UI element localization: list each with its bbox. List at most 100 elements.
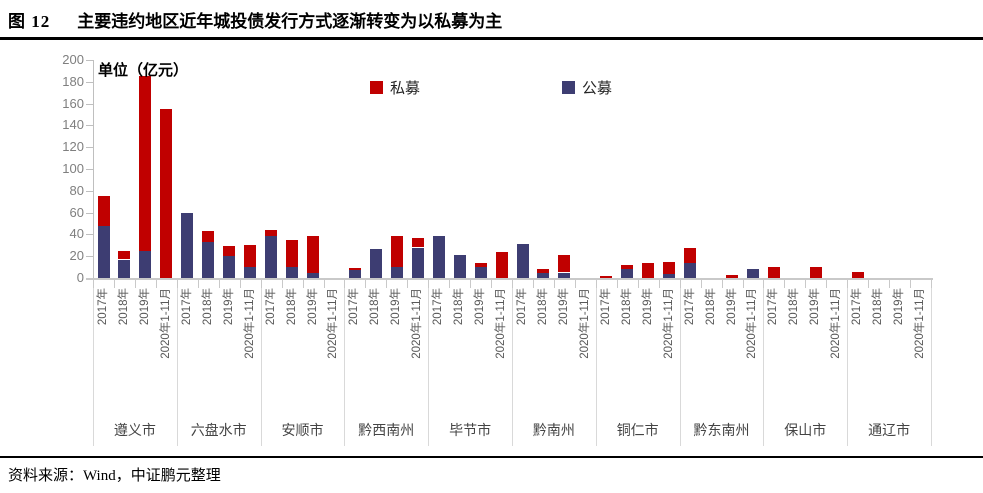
bar-segment-private: [348, 268, 361, 271]
x-axis-year-label: 2018年: [788, 288, 801, 326]
city-label: 保山市: [784, 422, 827, 438]
y-axis-tick-mark: [86, 234, 93, 236]
x-axis-tick-mark: [574, 280, 576, 288]
bar-segment-private: [558, 255, 571, 273]
bar-segment-private: [809, 267, 822, 278]
x-axis-year-label: 2019年: [390, 288, 403, 326]
x-axis-tick-mark: [323, 280, 325, 288]
x-axis-year-label: 2018年: [536, 288, 549, 326]
legend-label-public: 公募: [582, 80, 613, 97]
bar-segment-public: [348, 270, 361, 278]
city-label: 黔东南州: [693, 422, 750, 438]
x-axis-tick-mark: [868, 280, 870, 288]
header-divider: [0, 37, 983, 40]
x-axis-year-label: 2017年: [97, 288, 109, 326]
group-divider: [679, 280, 681, 446]
x-axis-tick-mark: [784, 280, 786, 288]
x-axis-year-label: 2019年: [306, 288, 319, 326]
x-axis-year-label: 2020年1-11月: [662, 288, 675, 359]
legend-label-private: 私募: [390, 80, 421, 97]
x-axis-year-label: 2019年: [809, 288, 822, 326]
group-divider: [344, 280, 346, 446]
bar-segment-public: [411, 247, 424, 278]
group-divider: [931, 280, 932, 446]
bar-segment-public: [265, 235, 278, 278]
x-axis-year-label: 2018年: [453, 288, 466, 326]
x-axis-tick-mark: [134, 280, 136, 288]
group-divider: [595, 280, 597, 446]
bar-segment-public: [97, 225, 110, 278]
y-axis-tick-mark: [86, 190, 93, 192]
bar-segment-public: [223, 256, 236, 278]
x-axis-year-label: 2018年: [704, 288, 717, 326]
city-label: 通辽市: [868, 422, 911, 438]
x-axis-tick-mark: [512, 280, 513, 288]
bar-segment-private: [307, 235, 319, 273]
x-axis-tick-mark: [595, 280, 597, 288]
x-axis-year-label: 2020年1-11月: [830, 288, 843, 359]
bar-segment-public: [181, 212, 194, 278]
bar-segment-private: [767, 267, 780, 278]
x-axis-line: [86, 278, 933, 280]
x-axis-tick-mark: [260, 280, 262, 288]
x-axis-tick-mark: [428, 280, 430, 288]
group-divider: [512, 280, 513, 446]
group-divider: [428, 280, 430, 446]
bar-segment-public: [307, 272, 319, 279]
x-axis-year-label: 2019年: [725, 288, 738, 326]
x-axis-year-label: 2017年: [851, 288, 864, 326]
group-divider: [847, 280, 849, 446]
x-axis-tick-mark: [449, 280, 451, 288]
bar-segment-private: [726, 274, 738, 278]
x-axis-year-label: 2020年1-11月: [243, 288, 256, 359]
x-axis-year-label: 2020年1-11月: [159, 288, 172, 359]
x-axis-tick-mark: [805, 280, 807, 288]
bar-segment-private: [265, 230, 278, 236]
y-axis-tick-label: 100: [62, 161, 84, 176]
x-axis-year-label: 2017年: [683, 288, 696, 326]
y-axis-tick-label: 60: [69, 204, 84, 220]
x-axis-year-label: 2018年: [369, 288, 382, 326]
x-axis-year-label: 2017年: [432, 288, 445, 326]
x-axis-year-label: 2018年: [201, 288, 214, 326]
bar-segment-public: [474, 267, 487, 278]
x-axis-tick-mark: [553, 280, 555, 288]
bar-segment-public: [516, 244, 529, 278]
bar-segment-private: [474, 262, 487, 268]
bar-segment-private: [390, 235, 403, 268]
bar-segment-private: [621, 264, 634, 270]
x-axis-tick-mark: [491, 280, 492, 288]
y-axis-tick-label: 40: [69, 226, 84, 242]
bar-segment-private: [684, 247, 697, 263]
x-axis-year-label: 2020年1-11月: [327, 288, 340, 359]
city-label: 黔西南州: [358, 422, 415, 438]
figure-title: 主要违约地区近年城投债发行方式逐渐转变为以私募为主: [77, 12, 503, 31]
data-source: 资料来源：Wind，中证鹏元整理: [8, 468, 221, 484]
x-axis-year-label: 2017年: [516, 288, 528, 326]
bar-segment-private: [118, 250, 131, 260]
bar-segment-private: [139, 76, 152, 251]
y-axis-tick-label: 180: [62, 73, 84, 89]
x-axis-tick-mark: [742, 280, 744, 288]
x-axis-tick-mark: [176, 280, 178, 288]
group-divider: [260, 280, 262, 446]
x-axis-tick-mark: [93, 280, 94, 288]
axis-unit-label: 单位（亿元）: [98, 62, 189, 79]
bar-segment-public: [286, 267, 298, 278]
x-axis-tick-mark: [386, 280, 388, 288]
x-axis-tick-mark: [763, 280, 765, 288]
y-axis-tick-mark: [86, 256, 93, 258]
bar-segment-public: [432, 235, 445, 278]
bar-segment-public: [663, 273, 676, 278]
y-axis-tick-mark: [86, 212, 93, 214]
bar-segment-private: [642, 262, 655, 278]
x-axis-year-label: 2017年: [348, 288, 361, 326]
figure-header: 图 12 主要违约地区近年城投债发行方式逐渐转变为以私募为主: [8, 7, 502, 32]
x-axis-year-label: 2019年: [893, 288, 906, 326]
bar-segment-public: [453, 255, 466, 278]
bar-segment-public: [369, 248, 382, 278]
y-axis-tick-mark: [86, 103, 93, 105]
bar-segment-public: [202, 242, 215, 278]
bar-segment-public: [390, 267, 403, 278]
bar-segment-public: [537, 272, 550, 279]
